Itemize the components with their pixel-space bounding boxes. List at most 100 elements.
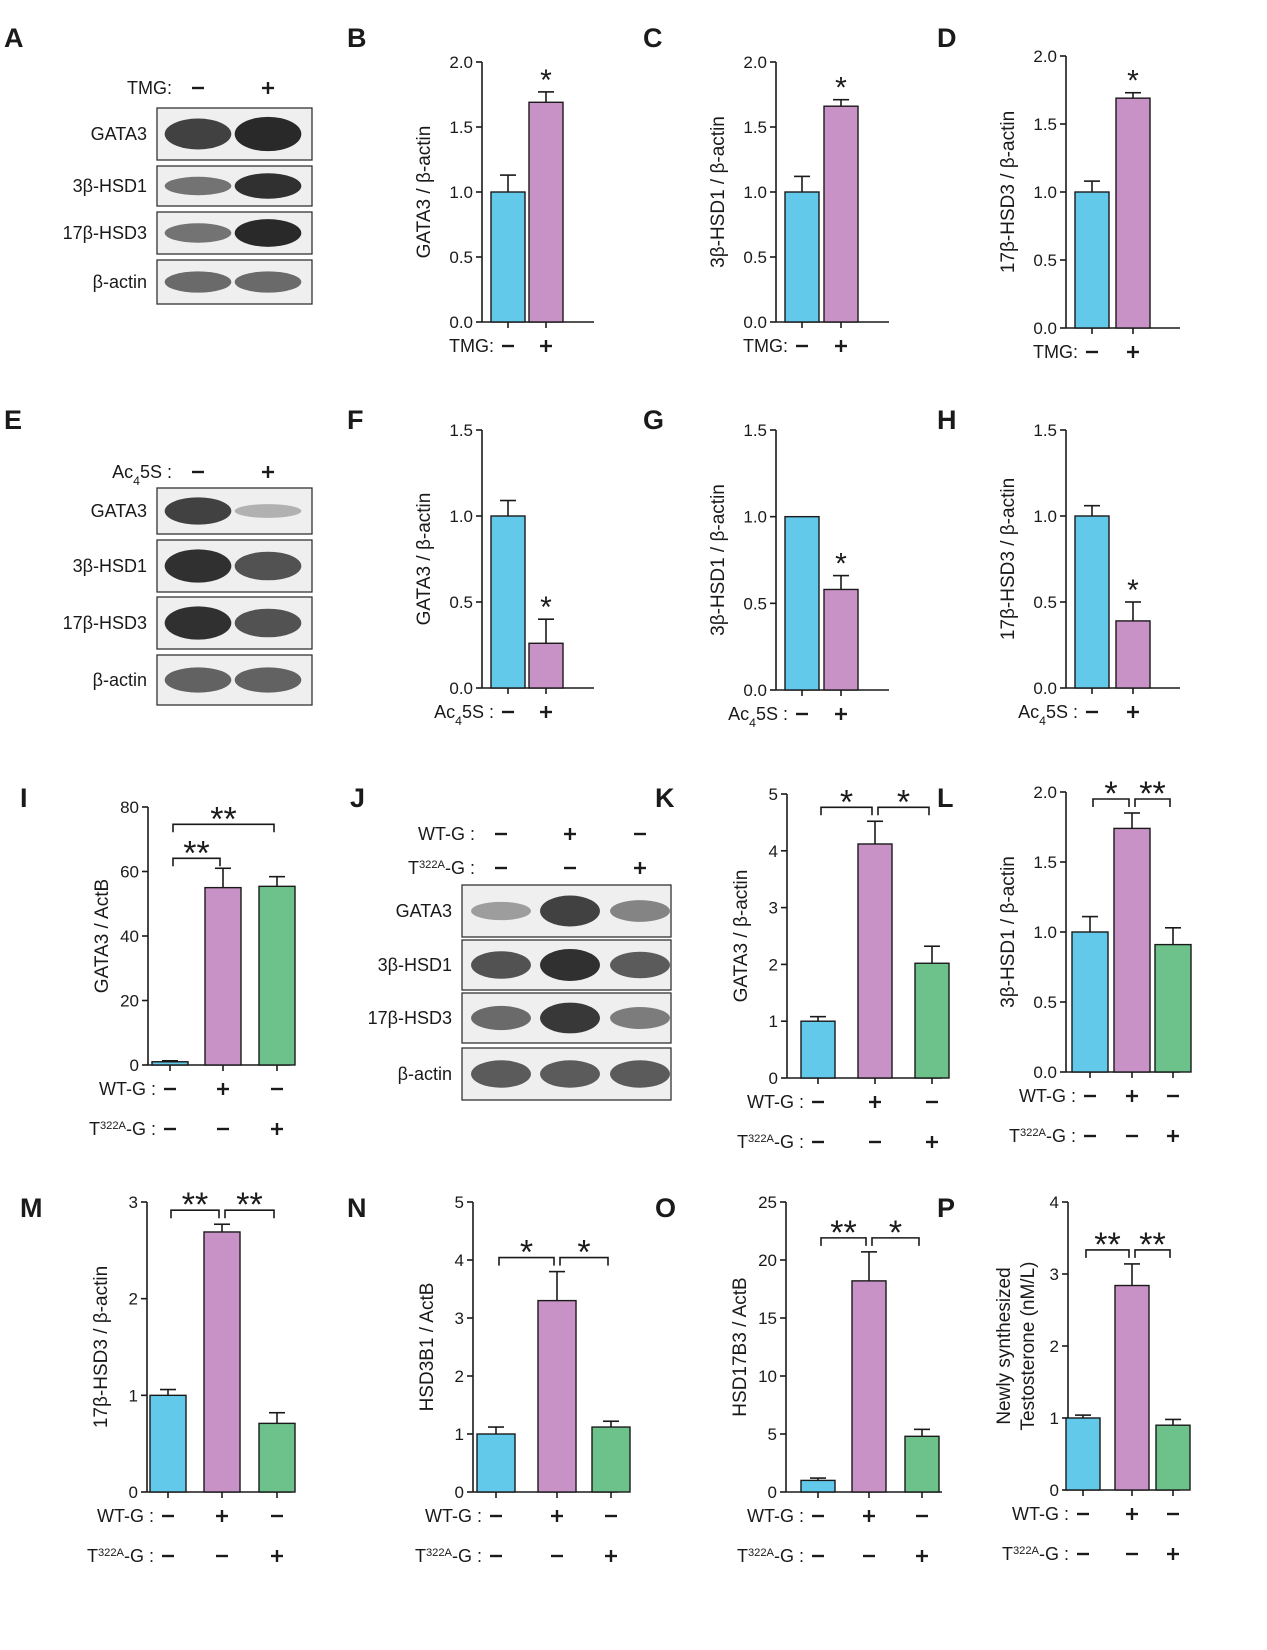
panel-d-ylabel: 17β-HSD3 / β-actin: [998, 111, 1019, 273]
panel-k-bracket: [820, 806, 873, 816]
panel-h-ytick-label: 0.5: [1033, 593, 1057, 612]
blot-a-band-label-3: β-actin: [93, 272, 147, 292]
panel-h-cond-label-0: Ac45S :: [1018, 702, 1078, 728]
panel-p-cond-label-0: WT-G :: [1012, 1504, 1069, 1524]
panel-n-ytick-label: 4: [455, 1251, 464, 1270]
panel-i-bracket: [172, 857, 221, 867]
panel-c-ytick-label: 0.5: [743, 248, 767, 267]
panel-o-ytick-label: 0: [768, 1483, 777, 1502]
blot-a-band-label-2: 17β-HSD3: [63, 223, 147, 243]
panel-m-letter: M: [20, 1193, 43, 1223]
panel-h-ytick-label: 0.0: [1033, 679, 1057, 698]
panel-l-bar-0: [1071, 931, 1109, 1073]
panel-c-ytick-label: 1.5: [743, 118, 767, 137]
blot-j-band-label-0: GATA3: [396, 901, 452, 921]
panel-n-bracket-stars: *: [520, 1234, 533, 1272]
panel-l-bracket: [1092, 798, 1130, 807]
panel-c-ytick-label: 2.0: [743, 53, 767, 72]
panel-c-ylabel: 3β-HSD1 / β-actin: [708, 116, 729, 268]
panel-p-bracket: [1085, 1249, 1130, 1258]
panel-b-cond-label-0: TMG:: [449, 336, 494, 356]
panel-p-bar-0: [1065, 1417, 1101, 1491]
panel-l-letter: L: [937, 783, 954, 813]
panel-k-ytick-label: 1: [769, 1012, 778, 1031]
panel-o-bracket: [820, 1237, 867, 1246]
panel-p-ytick-label: 4: [1050, 1193, 1059, 1212]
panel-i-ytick-label: 0: [130, 1056, 139, 1075]
panel-n-cond-label-0: WT-G :: [425, 1506, 482, 1526]
panel-l-bracket-stars: **: [1139, 775, 1165, 813]
panel-i-letter: I: [20, 783, 28, 813]
panel-h-sig-mark: *: [1127, 574, 1139, 607]
panel-g-letter: G: [643, 405, 664, 435]
panel-m-bracket: [170, 1209, 220, 1219]
panel-b-bar-1: [528, 101, 564, 323]
panel-p-ylabel: Newly synthesized: [994, 1267, 1015, 1424]
panel-p-ytick-label: 2: [1050, 1337, 1059, 1356]
panel-f-ytick-label: 1.0: [449, 507, 473, 526]
blot-j-band-label-2: 17β-HSD3: [368, 1008, 452, 1028]
panel-d-cond-label-0: TMG:: [1033, 342, 1078, 362]
blot-j-cond-label-0: WT-G :: [418, 824, 475, 844]
panel-k-ytick-label: 3: [769, 899, 778, 918]
panel-k-ylabel: GATA3 / β-actin: [731, 870, 752, 1003]
panel-m-ytick-label: 2: [129, 1290, 138, 1309]
panel-p-ylabel: Testosterone (nM/L): [1018, 1262, 1039, 1431]
panel-f-ytick-label: 1.5: [449, 421, 473, 440]
panel-f-bar-0: [490, 515, 526, 689]
panel-c-bar-1: [823, 105, 859, 323]
blot-e-band-2-1: [234, 608, 302, 638]
panel-k-bracket: [877, 806, 930, 816]
panel-m-bar-2: [258, 1422, 296, 1493]
panel-d-bar-0: [1074, 191, 1110, 329]
blot-j-band-label-1: 3β-HSD1: [378, 955, 452, 975]
panel-d-ytick-label: 1.5: [1033, 115, 1057, 134]
panel-d-ytick-label: 2.0: [1033, 47, 1057, 66]
panel-o-cond-label-0: WT-G :: [747, 1506, 804, 1526]
panel-l-bar-1: [1113, 827, 1151, 1073]
blot-a-band-0-1: [234, 116, 302, 152]
blot-j-cond-label-1: T322A-G :: [408, 858, 475, 878]
panel-l-ytick-label: 1.0: [1033, 923, 1057, 942]
panel-f-ytick-label: 0.0: [449, 679, 473, 698]
panel-c-cond-label-0: TMG:: [743, 336, 788, 356]
blot-j-letter: J: [350, 783, 365, 813]
panel-o-ylabel: HSD17B3 / ActB: [730, 1277, 751, 1416]
panel-i-ytick-label: 20: [120, 992, 139, 1011]
panel-p-bracket: [1134, 1249, 1171, 1258]
panel-h-ytick-label: 1.0: [1033, 507, 1057, 526]
panel-i-bar-1: [204, 886, 242, 1066]
panel-h-ylabel: 17β-HSD3 / β-actin: [998, 478, 1019, 640]
blot-j-band-2-0: [471, 1005, 531, 1031]
panel-o-cond-label-1: T322A-G :: [737, 1546, 804, 1566]
panel-o-bracket-stars: **: [830, 1214, 856, 1252]
panel-n-ytick-label: 1: [455, 1425, 464, 1444]
panel-g-cond-label-0: Ac45S :: [728, 704, 788, 730]
panel-n-cond-label-1: T322A-G :: [415, 1546, 482, 1566]
blot-a-band-2-0: [164, 223, 232, 243]
panel-i-ytick-label: 60: [120, 863, 139, 882]
panel-b-ytick-label: 0.0: [449, 313, 473, 332]
panel-n-bar-1: [537, 1299, 577, 1493]
panel-g-ytick-label: 0.0: [743, 681, 767, 700]
panel-f-bar-1: [528, 642, 564, 689]
panel-n-ytick-label: 3: [455, 1309, 464, 1328]
panel-f-sig-mark: *: [540, 591, 552, 624]
blot-j-band-1-0: [471, 951, 531, 979]
panel-d-letter: D: [937, 23, 957, 53]
panel-i-bar-0: [151, 1061, 189, 1066]
panel-i-bracket-stars: **: [183, 834, 209, 872]
blot-e-letter: E: [4, 405, 22, 435]
panel-l-cond-label-0: WT-G :: [1019, 1086, 1076, 1106]
panel-c-letter: C: [643, 23, 663, 53]
panel-k-cond-label-1: T322A-G :: [737, 1132, 804, 1152]
panel-l-cond-label-1: T322A-G :: [1009, 1126, 1076, 1146]
panel-n-ytick-label: 5: [455, 1193, 464, 1212]
panel-h-letter: H: [937, 405, 957, 435]
panel-m-cond-label-0: WT-G :: [97, 1506, 154, 1526]
panel-i-bracket-stars: **: [210, 800, 236, 838]
panel-l-bracket-stars: *: [1104, 775, 1117, 813]
blot-a-band-label-0: GATA3: [91, 124, 147, 144]
blot-e-band-3-1: [234, 667, 302, 693]
panel-l-ytick-label: 2.0: [1033, 783, 1057, 802]
